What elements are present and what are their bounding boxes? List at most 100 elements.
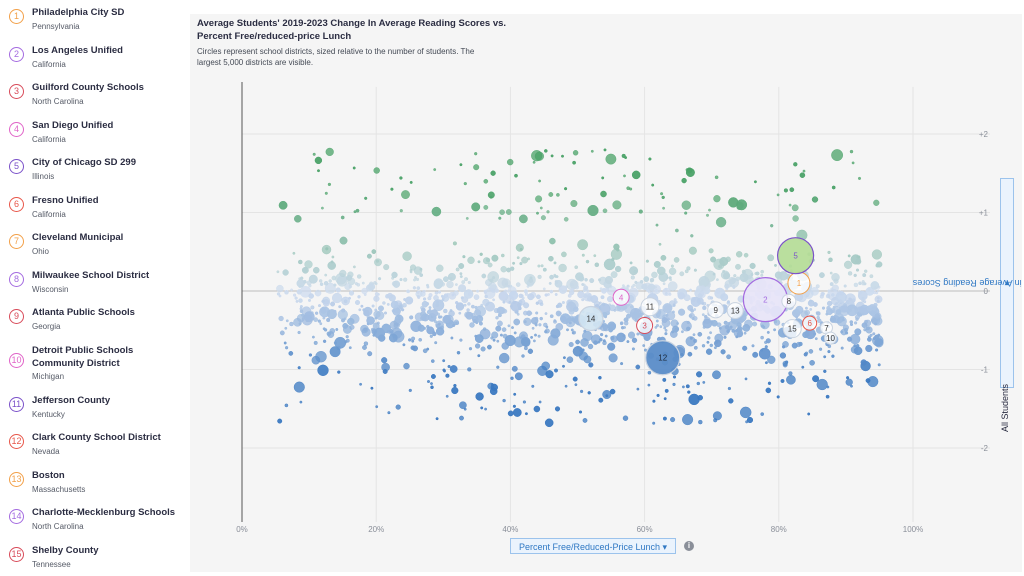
y-axis-metric-select[interactable]: 2019-2023 Change in Average Reading Scor… <box>913 178 1024 388</box>
district-point <box>874 334 879 340</box>
district-item-5[interactable]: 5 City of Chicago SD 299 Illinois <box>0 155 188 191</box>
district-point <box>599 301 602 305</box>
district-point <box>276 270 280 274</box>
district-point <box>355 300 361 306</box>
district-point <box>308 293 314 299</box>
district-point <box>324 328 328 332</box>
district-name: Guilford County Schools <box>32 82 144 93</box>
district-point <box>456 351 461 355</box>
district-point <box>783 188 788 193</box>
district-point <box>793 309 800 316</box>
district-point <box>292 251 296 255</box>
district-rank-badge: 10 <box>9 352 24 368</box>
district-point <box>662 303 673 313</box>
district-point <box>442 359 446 363</box>
district-point <box>375 405 379 409</box>
district-point <box>740 406 752 419</box>
district-point <box>544 293 548 297</box>
district-point <box>572 376 578 382</box>
district-point <box>440 294 444 298</box>
district-point <box>820 292 825 297</box>
district-point <box>760 412 765 416</box>
district-item-6[interactable]: 6 Fresno Unified California <box>0 193 188 229</box>
district-point <box>603 148 607 152</box>
district-item-13[interactable]: 13 Boston Massachusetts <box>0 468 188 504</box>
district-point <box>691 317 695 321</box>
district-point <box>630 285 634 289</box>
district-point <box>574 265 579 270</box>
district-item-15[interactable]: 15 Shelby County Tennessee <box>0 543 188 576</box>
district-point <box>325 147 334 157</box>
district-point <box>382 301 386 305</box>
district-point <box>463 303 467 307</box>
district-name: Los Angeles Unified <box>32 44 123 56</box>
district-point <box>298 298 303 303</box>
x-axis-metric-select[interactable]: Percent Free/Reduced-Price Lunch ▾ <box>510 538 676 554</box>
district-point <box>425 301 430 306</box>
district-point <box>560 313 571 325</box>
district-point <box>607 321 617 331</box>
district-point <box>548 256 554 262</box>
district-item-1[interactable]: 1 Philadelphia City SD Pennsylvania <box>0 5 188 41</box>
district-point <box>426 347 430 351</box>
district-point <box>300 276 304 280</box>
highlighted-district-9 <box>707 301 725 319</box>
district-point <box>809 307 813 311</box>
district-point <box>339 236 348 245</box>
district-point <box>533 339 536 343</box>
district-point <box>378 305 384 312</box>
district-point <box>358 308 362 312</box>
chevron-down-icon: ▾ <box>662 542 668 552</box>
district-item-8[interactable]: 8 Milwaukee School District Wisconsin <box>0 268 188 304</box>
district-point <box>590 149 594 153</box>
district-point <box>862 273 867 277</box>
district-point <box>562 364 565 368</box>
district-point <box>453 290 459 296</box>
district-point <box>499 209 505 215</box>
district-point <box>653 260 661 268</box>
district-point <box>853 321 858 325</box>
district-item-3[interactable]: 3 Guilford County Schools North Carolina <box>0 80 188 116</box>
district-point <box>623 174 626 178</box>
district-point <box>847 271 853 276</box>
district-item-14[interactable]: 14 Charlotte-Mecklenburg Schools North Car… <box>0 505 188 541</box>
district-point <box>459 415 464 421</box>
district-point <box>314 156 323 165</box>
district-point <box>568 342 574 348</box>
district-point <box>487 344 492 350</box>
district-item-11[interactable]: 11 Jefferson County Kentucky <box>0 393 188 429</box>
district-point <box>295 299 299 303</box>
district-point <box>290 288 293 292</box>
district-state: Tennessee <box>32 559 71 569</box>
district-point <box>408 338 412 342</box>
district-point <box>314 289 322 297</box>
district-point <box>535 311 539 315</box>
district-item-9[interactable]: 9 Atlanta Public Schools Georgia <box>0 305 188 341</box>
district-point <box>873 199 880 206</box>
district-point <box>833 278 839 284</box>
district-point <box>568 321 572 325</box>
district-point <box>512 404 516 408</box>
district-point <box>573 306 579 312</box>
district-point <box>643 276 650 282</box>
district-point <box>527 293 535 301</box>
district-point <box>649 277 655 283</box>
district-point <box>474 334 484 343</box>
district-item-10[interactable]: 10 Detroit Public Schools Community Distr… <box>0 343 188 381</box>
district-item-4[interactable]: 4 San Diego Unified California <box>0 118 188 154</box>
district-item-7[interactable]: 7 Cleveland Municipal Ohio <box>0 230 188 266</box>
district-point <box>342 323 349 329</box>
district-point <box>711 320 718 327</box>
district-point <box>459 338 463 342</box>
district-point <box>570 328 574 332</box>
district-point <box>874 322 878 326</box>
info-icon[interactable]: i <box>684 541 694 551</box>
district-point <box>373 310 381 318</box>
district-point <box>507 284 510 288</box>
district-point <box>825 312 829 316</box>
district-item-12[interactable]: 12 Clark County School District Nevada <box>0 430 188 466</box>
district-point <box>500 253 505 258</box>
district-item-2[interactable]: 2 Los Angeles Unified California <box>0 43 188 79</box>
district-point <box>733 274 737 278</box>
district-point <box>345 338 350 343</box>
